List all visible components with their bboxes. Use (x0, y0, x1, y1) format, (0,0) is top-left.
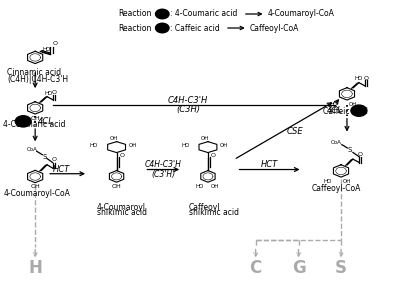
Text: OH: OH (109, 136, 118, 141)
Text: A: A (20, 117, 26, 126)
Text: 4CL: 4CL (38, 117, 54, 126)
Text: A: A (159, 10, 165, 18)
Text: OH: OH (30, 116, 40, 121)
Text: 4-Coumaroyl-CoA: 4-Coumaroyl-CoA (3, 189, 70, 198)
Text: Caffeoyl: Caffeoyl (189, 203, 220, 212)
Text: O: O (52, 90, 57, 95)
Text: OH: OH (220, 143, 228, 148)
Text: C4H-C3'H: C4H-C3'H (168, 96, 208, 104)
Text: shikimic acid: shikimic acid (189, 208, 239, 216)
Text: OH: OH (211, 184, 219, 189)
Text: HO: HO (355, 76, 363, 81)
Text: 4-Coumaric acid: 4-Coumaric acid (3, 120, 66, 129)
Text: Caffeoyl-CoA: Caffeoyl-CoA (250, 23, 299, 33)
Text: OH: OH (112, 184, 122, 189)
Text: 4-Coumaroyl-CoA: 4-Coumaroyl-CoA (268, 10, 334, 18)
Text: 4CL: 4CL (327, 106, 343, 115)
Text: HCT: HCT (53, 165, 70, 174)
Text: OH: OH (30, 185, 40, 189)
Text: Cinnamic acid: Cinnamic acid (7, 68, 62, 77)
Text: (C4H)|C4H-C3'H: (C4H)|C4H-C3'H (7, 75, 68, 84)
Text: HO: HO (44, 91, 53, 97)
Text: : Caffeic acid: : Caffeic acid (170, 23, 220, 33)
Text: 4-Coumaroyl: 4-Coumaroyl (97, 203, 146, 212)
Text: O: O (53, 42, 58, 46)
Text: HO: HO (196, 184, 204, 189)
Text: HO: HO (181, 143, 190, 148)
Text: HO: HO (90, 143, 98, 148)
Text: S: S (42, 154, 47, 160)
Text: O: O (119, 153, 124, 158)
Text: OH: OH (343, 179, 351, 184)
Text: Reaction: Reaction (118, 23, 152, 33)
Text: CoA: CoA (26, 147, 38, 152)
Text: CoA: CoA (331, 140, 342, 145)
Circle shape (156, 9, 169, 19)
Text: (C3'H): (C3'H) (151, 170, 176, 179)
Text: HO: HO (330, 102, 338, 107)
Text: S: S (348, 147, 352, 153)
Text: CSE: CSE (286, 127, 303, 136)
Text: HO: HO (324, 179, 332, 184)
Text: shikimic acid: shikimic acid (97, 208, 147, 216)
Text: Caffeoyl-CoA: Caffeoyl-CoA (311, 184, 360, 193)
Text: : 4-Coumaric acid: : 4-Coumaric acid (170, 10, 238, 18)
Text: Reaction: Reaction (118, 10, 152, 18)
Text: Caffeic acid: Caffeic acid (323, 107, 368, 116)
Text: (C3H): (C3H) (176, 105, 200, 114)
Text: HCT: HCT (261, 160, 278, 169)
Circle shape (15, 116, 31, 127)
Text: C4H-C3'H: C4H-C3'H (145, 160, 182, 169)
Text: C: C (250, 259, 262, 277)
Text: O: O (211, 153, 216, 158)
Text: B: B (356, 106, 362, 115)
Circle shape (351, 105, 367, 116)
Text: OH: OH (349, 102, 357, 107)
Text: OH: OH (128, 143, 137, 148)
Circle shape (156, 23, 169, 33)
Text: O: O (51, 157, 56, 162)
Text: HO: HO (42, 47, 50, 52)
Text: OH: OH (201, 136, 209, 141)
Text: G: G (292, 259, 305, 277)
Text: B: B (159, 23, 165, 33)
Text: O: O (364, 76, 369, 81)
Text: H: H (28, 259, 42, 277)
Text: S: S (335, 259, 347, 277)
Text: O: O (358, 152, 363, 156)
